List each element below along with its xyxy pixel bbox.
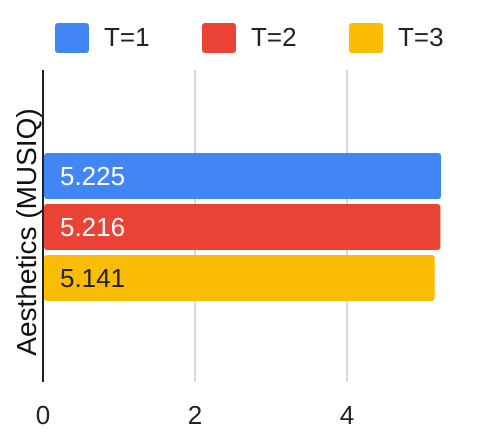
x-tick-labels: 0 2 4: [36, 400, 354, 430]
legend: T=1 T=2 T=3: [55, 22, 444, 53]
bar-t-3: [44, 255, 435, 301]
legend-label-t-3: T=3: [398, 22, 444, 52]
legend-swatch-t-2: [202, 23, 236, 53]
bar-t-2: [44, 204, 441, 250]
legend-swatch-t-1: [55, 23, 89, 53]
x-tick-label-0: 0: [36, 400, 50, 430]
bar-t-1: [44, 153, 442, 199]
bar-value-label: 5.216: [60, 212, 125, 242]
legend-swatch-t-3: [349, 23, 383, 53]
bar-value-label: 5.141: [60, 263, 125, 293]
x-tick-label-4: 4: [340, 400, 354, 430]
legend-label-t-2: T=2: [251, 22, 297, 52]
bars: 5.225 5.216 5.141: [44, 153, 442, 301]
legend-label-t-1: T=1: [104, 22, 150, 52]
bar-value-label: 5.225: [60, 161, 125, 191]
y-axis-label: Aesthetics (MUSIQ): [11, 108, 42, 355]
x-tick-label-2: 2: [188, 400, 202, 430]
